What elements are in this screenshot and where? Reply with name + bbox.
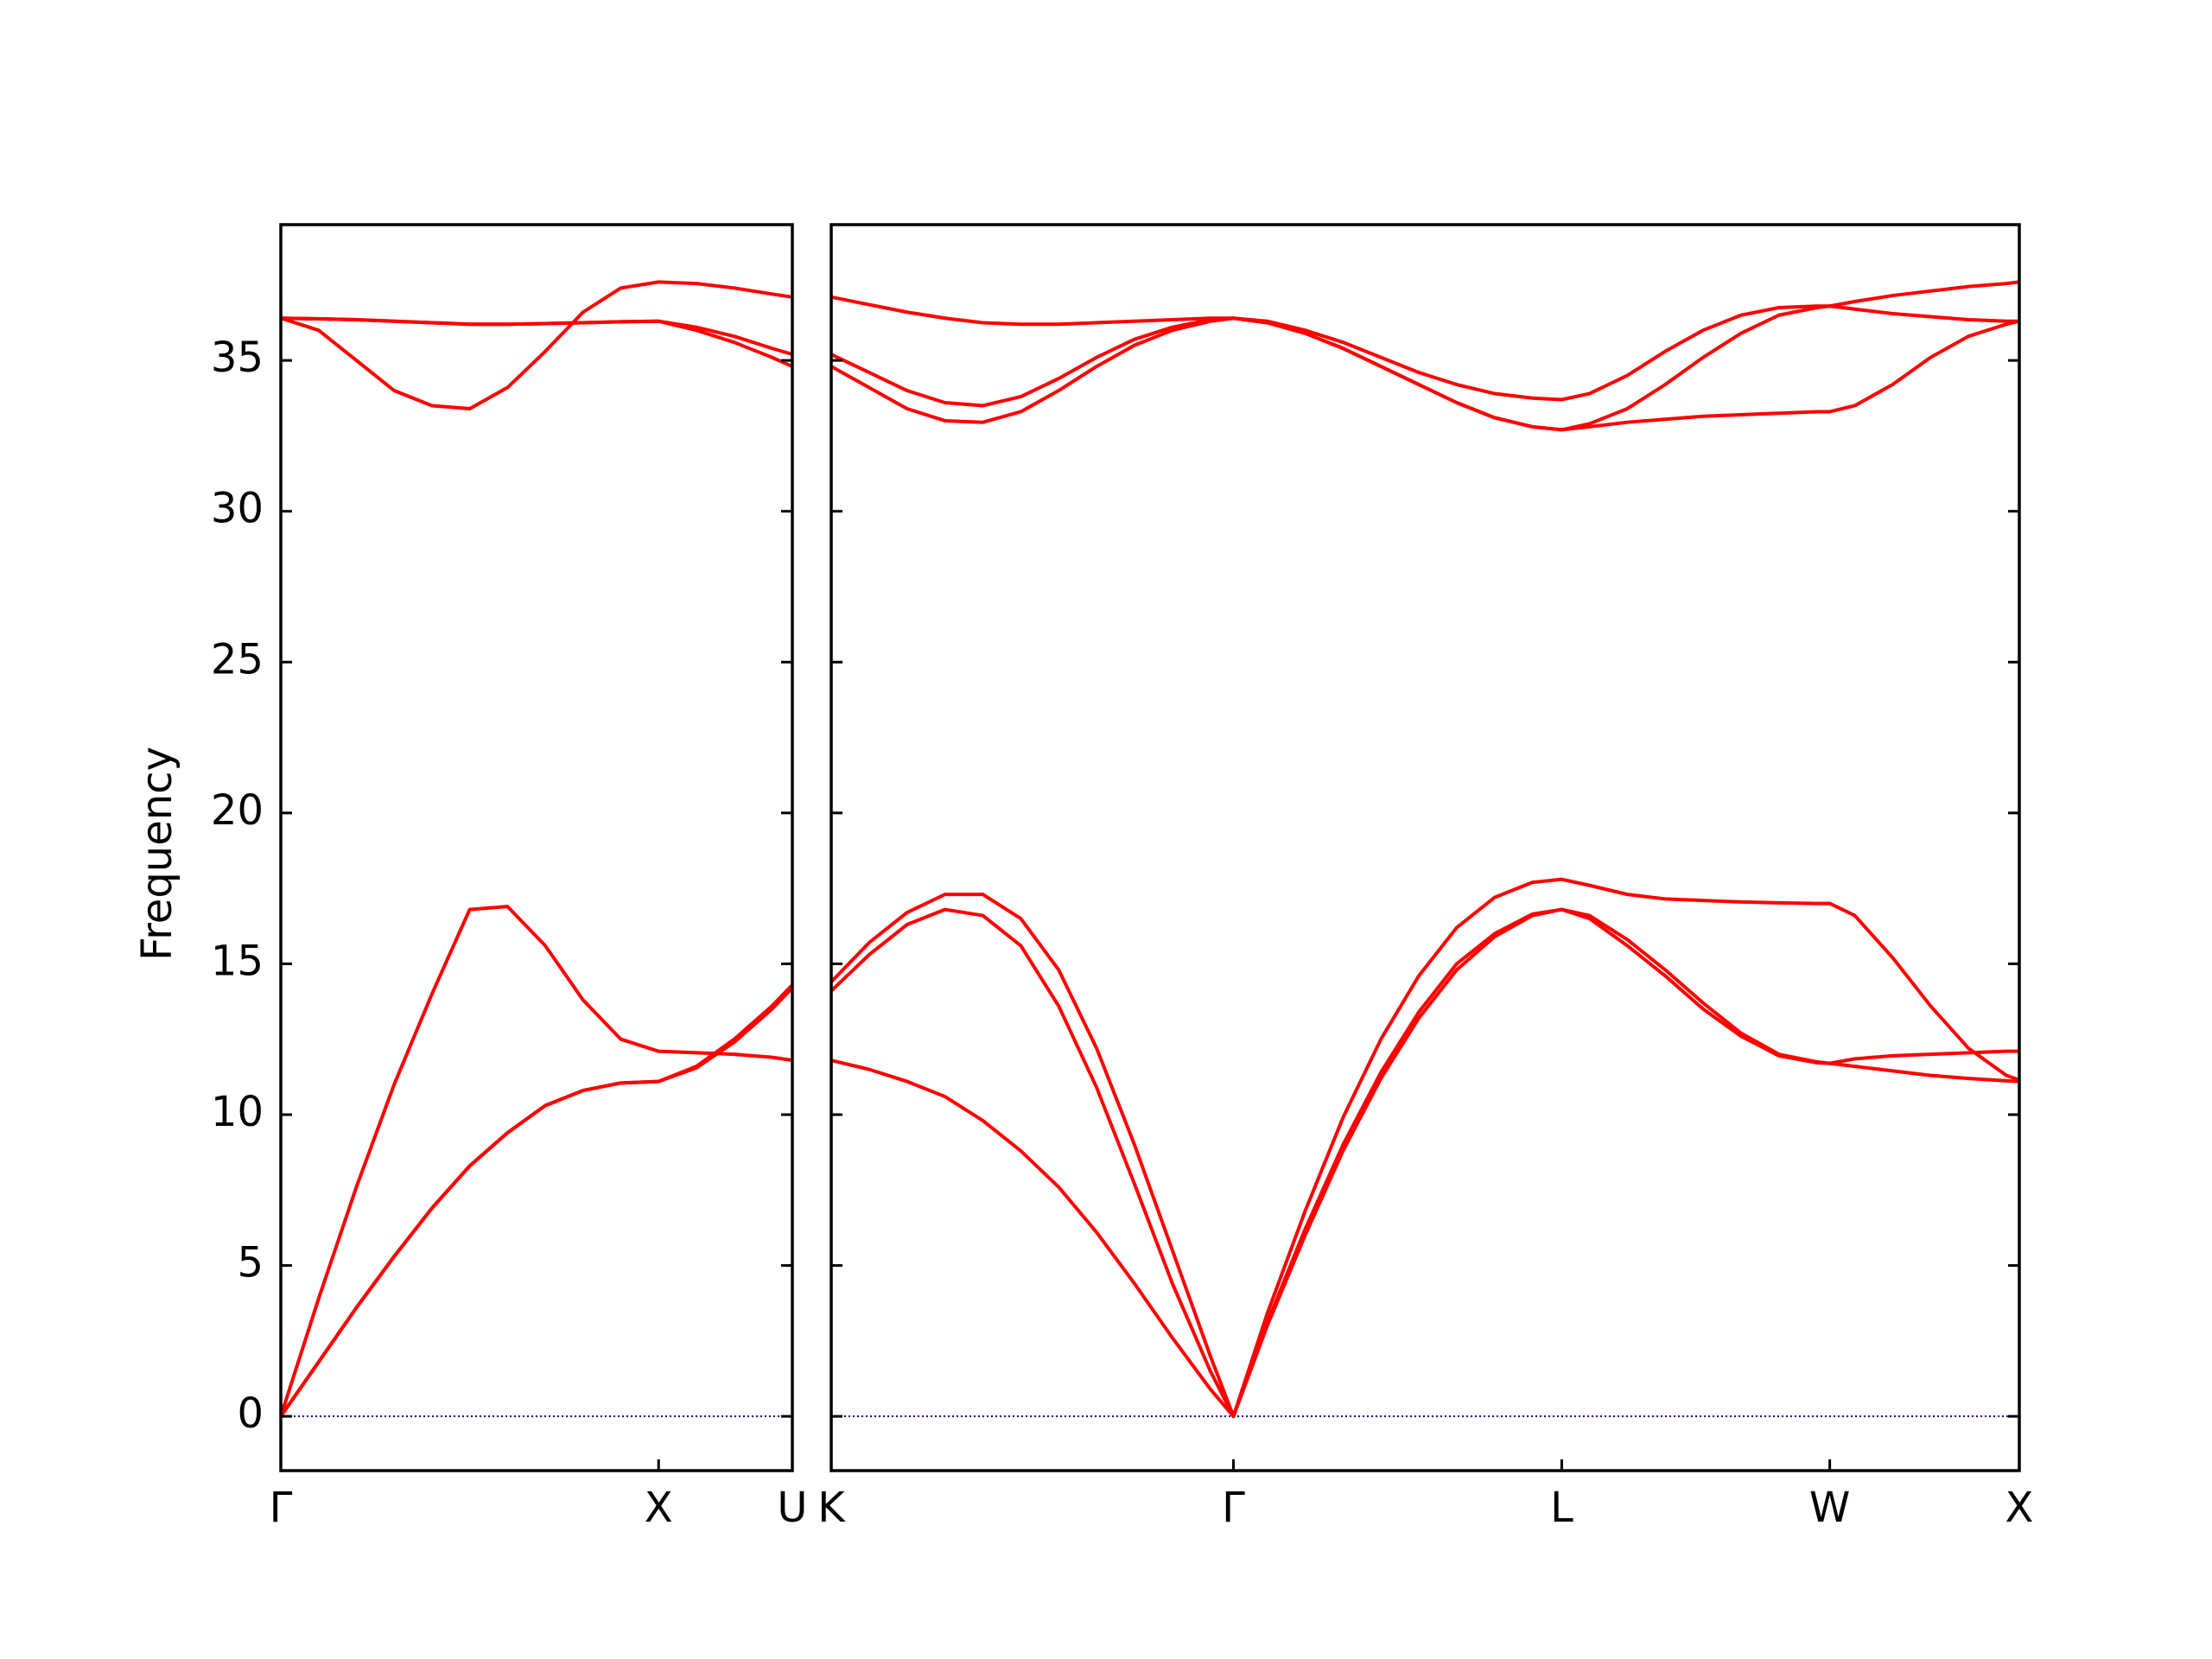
band-line — [280, 316, 793, 368]
y-axis-label: Frequency — [133, 747, 181, 961]
x-tick-label: W — [1809, 1484, 1850, 1532]
x-tick-label: Γ — [270, 1484, 293, 1532]
x-tick-label: L — [1550, 1484, 1573, 1532]
plot-frame — [830, 223, 2021, 1472]
y-tick-label: 5 — [237, 1239, 264, 1287]
band-line — [279, 986, 794, 1418]
y-tick-label: 20 — [211, 786, 264, 835]
band-line — [830, 280, 2020, 402]
x-tick-label: Γ — [1222, 1484, 1245, 1532]
band-line — [830, 316, 2020, 432]
x-tick-label: X — [645, 1484, 673, 1532]
plot-frame — [279, 223, 794, 1472]
x-tick-label: K — [817, 1484, 846, 1532]
y-tick-label: 10 — [211, 1088, 264, 1136]
band-line — [279, 983, 794, 1418]
y-tick-label: 25 — [211, 635, 264, 683]
band-line — [279, 905, 793, 1417]
x-tick-label: X — [2005, 1484, 2034, 1532]
y-tick-label: 15 — [211, 937, 264, 985]
band-line — [280, 280, 793, 410]
y-tick-label: 35 — [211, 334, 264, 382]
y-tick-label: 0 — [237, 1389, 264, 1438]
y-tick-label: 30 — [211, 485, 264, 533]
band-line — [830, 907, 2019, 1419]
band-line — [830, 877, 2020, 1419]
x-tick-label: U — [777, 1484, 807, 1532]
band-line — [830, 907, 2020, 1419]
